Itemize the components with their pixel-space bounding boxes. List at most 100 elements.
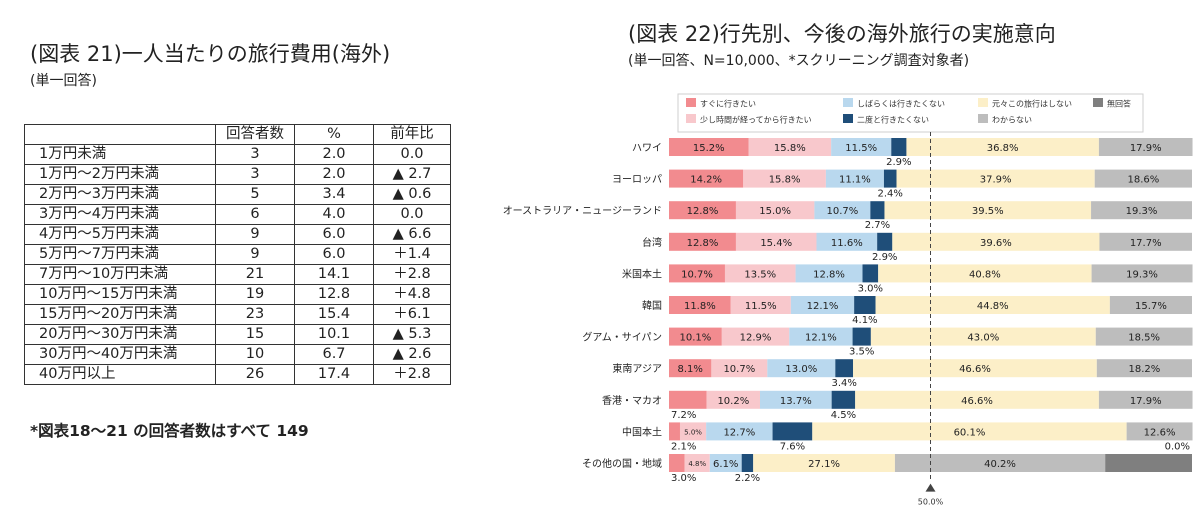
data-label: 7.2% <box>671 410 696 421</box>
bar-segment <box>711 359 768 378</box>
bar-segment <box>706 422 773 441</box>
table-row: 30万円～40万円未満 10 6.7 ▲ 2.6 <box>24 344 451 365</box>
data-label: 46.6% <box>961 396 993 407</box>
data-label: 7.6% <box>780 441 805 452</box>
data-label: 10.7% <box>826 206 858 217</box>
bar-segment <box>748 138 832 156</box>
data-label: 3.4% <box>832 378 857 389</box>
category-label: 東南アジア <box>612 362 662 375</box>
bar-segment <box>1096 359 1192 378</box>
data-label: 46.6% <box>959 364 991 375</box>
table-row: 2万円～3万円未満 5 3.4 ▲ 0.6 <box>24 184 451 205</box>
row-yoy: ＋6.1 <box>373 304 451 325</box>
row-percent: 15.4 <box>294 304 374 325</box>
row-yoy: 0.0 <box>373 144 451 165</box>
bar-segment <box>1094 169 1192 188</box>
row-yoy: ▲ 2.7 <box>373 164 451 185</box>
data-label: 12.8% <box>687 238 719 249</box>
row-percent: 2.0 <box>294 164 374 185</box>
data-label: 5.0% <box>684 428 702 436</box>
data-label: 11.8% <box>684 301 716 312</box>
row-label: 2万円～3万円未満 <box>24 184 216 205</box>
row-yoy: ＋2.8 <box>373 264 451 285</box>
header-count: 回答者数 <box>215 124 295 145</box>
data-label: 19.3% <box>1126 269 1158 280</box>
row-label: 4万円～5万円未満 <box>24 224 216 245</box>
bar-segment <box>767 359 836 378</box>
data-label: 11.5% <box>745 301 777 312</box>
row-label: 15万円～20万円未満 <box>24 304 216 325</box>
row-label: 10万円～15万円未満 <box>24 284 216 305</box>
data-label: 2.2% <box>735 473 760 484</box>
data-label: 15.8% <box>774 143 806 154</box>
bar-segment <box>1105 454 1192 472</box>
bar-segment <box>854 296 876 314</box>
header-percent: % <box>294 124 374 145</box>
bar-segment <box>883 169 897 188</box>
bar-segment <box>831 138 892 156</box>
row-yoy: ▲ 2.6 <box>373 344 451 365</box>
category-label: 韓国 <box>642 300 662 312</box>
legend-swatch <box>686 114 696 123</box>
row-yoy: ▲ 5.3 <box>373 324 451 345</box>
bar-segment <box>1126 422 1193 441</box>
legend-swatch <box>978 114 988 123</box>
data-label: 18.2% <box>1129 364 1161 375</box>
data-label: 15.0% <box>759 206 791 217</box>
row-percent: 2.0 <box>294 144 374 165</box>
reference-label: 50.0% <box>918 498 944 507</box>
row-label: 3万円～4万円未満 <box>24 204 216 225</box>
row-count: 9 <box>215 244 295 265</box>
legend-label: 無回答 <box>1107 99 1131 109</box>
data-label: 18.6% <box>1127 175 1159 186</box>
bar-segment <box>684 454 710 472</box>
data-label: 15.4% <box>760 238 792 249</box>
legend-swatch <box>978 98 988 107</box>
bar-segment <box>825 169 884 188</box>
bar-segment <box>669 264 725 283</box>
bar-segment <box>669 138 749 156</box>
table-row: 4万円～5万円未満 9 6.0 ▲ 6.6 <box>24 224 451 245</box>
data-label: 13.5% <box>744 269 776 280</box>
data-label: 13.0% <box>785 364 817 375</box>
bar-segment <box>669 232 736 251</box>
data-label: 19.3% <box>1126 206 1158 217</box>
row-label: 1万円～2万円未満 <box>24 164 216 185</box>
data-label: 40.2% <box>984 459 1016 470</box>
category-label: グアム・サイパン <box>582 331 662 344</box>
category-label: 香港・マカオ <box>602 395 662 407</box>
data-label: 6.1% <box>713 459 738 470</box>
row-yoy: ▲ 6.6 <box>373 224 451 245</box>
table-row: 1万円未満 3 2.0 0.0 <box>24 144 451 165</box>
category-label: オーストラリア・ニュージーランド <box>503 205 662 217</box>
bar-segment <box>870 201 885 220</box>
data-label: 44.8% <box>977 301 1009 312</box>
data-label: 12.1% <box>807 301 839 312</box>
header-yoy: 前年比 <box>373 124 451 145</box>
row-count: 23 <box>215 304 295 325</box>
bar-segment <box>892 232 1100 251</box>
data-label: 39.5% <box>972 206 1004 217</box>
bar-segment <box>730 296 791 314</box>
legend-label: 二度と行きたくない <box>857 115 929 125</box>
bar-segment <box>735 201 815 220</box>
table-row: 15万円～20万円未満 23 15.4 ＋6.1 <box>24 304 451 325</box>
legend-label: わからない <box>992 116 1032 125</box>
bar-segment <box>753 454 895 472</box>
table-row: 5万円～7万円未満 9 6.0 ＋1.4 <box>24 244 451 265</box>
row-percent: 6.0 <box>294 244 374 265</box>
chart-subtitle: (単一回答、N=10,000、*スクリーニング調査対象者) <box>628 53 970 69</box>
bar-segment <box>835 359 854 378</box>
bar-segment <box>724 264 796 283</box>
bar-segment <box>1109 296 1192 314</box>
bar-segment <box>706 390 761 409</box>
bar-segment <box>709 454 742 472</box>
data-label: 2.4% <box>878 189 903 200</box>
bar-segment <box>1091 201 1192 220</box>
data-label: 18.5% <box>1128 333 1160 344</box>
row-count: 3 <box>215 144 295 165</box>
data-label: 39.6% <box>980 238 1012 249</box>
row-percent: 12.8 <box>294 284 374 305</box>
bar-segment <box>891 138 907 156</box>
